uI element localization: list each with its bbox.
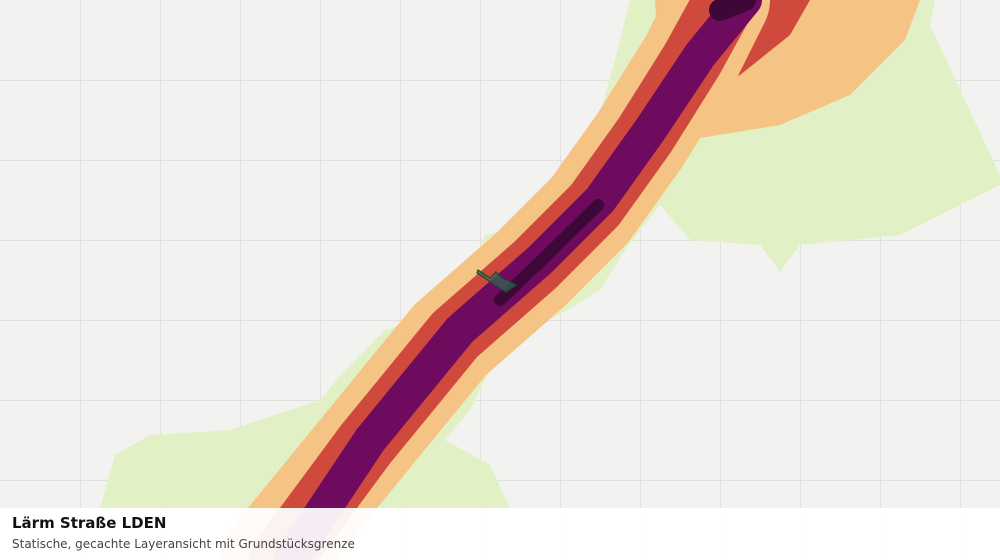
- caption-bar: Lärm Straße LDEN Statische, gecachte Lay…: [0, 508, 1000, 560]
- road-noise-bands: [220, 0, 770, 560]
- parcel-boundary: [476, 269, 518, 293]
- layer-title: Lärm Straße LDEN: [12, 514, 167, 532]
- layer-subtitle: Statische, gecachte Layeransicht mit Gru…: [12, 537, 355, 551]
